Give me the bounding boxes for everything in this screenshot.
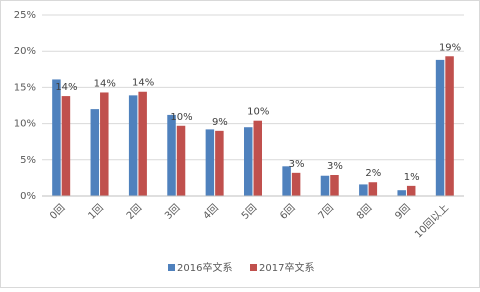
data-label: 19% <box>439 42 461 53</box>
bar <box>90 109 100 196</box>
bar <box>215 130 224 196</box>
bar <box>359 184 368 196</box>
data-label: 14% <box>55 82 77 93</box>
bar <box>282 166 291 196</box>
data-label: 1% <box>404 172 420 183</box>
bar <box>368 182 378 196</box>
bar <box>397 190 406 196</box>
data-label: 2% <box>365 168 381 179</box>
bar <box>320 175 330 196</box>
y-tick-label: 10% <box>14 119 36 130</box>
bar <box>205 129 215 196</box>
bar <box>291 172 301 196</box>
bar <box>244 127 253 196</box>
bar <box>61 96 71 196</box>
y-tick-label: 20% <box>14 46 36 57</box>
bar <box>435 59 445 196</box>
bar <box>167 114 176 196</box>
legend-swatch <box>250 264 257 271</box>
bar <box>128 95 138 196</box>
legend-label: 2016卒文系 <box>177 261 232 274</box>
bar <box>52 79 61 196</box>
y-tick-label: 0% <box>20 191 36 202</box>
bar <box>406 185 416 196</box>
y-tick-label: 5% <box>20 155 36 166</box>
bar <box>330 175 339 196</box>
data-label: 14% <box>132 78 154 89</box>
bar <box>176 125 186 196</box>
data-label: 10% <box>170 112 192 123</box>
y-tick-label: 15% <box>14 82 36 93</box>
data-label: 10% <box>247 107 269 118</box>
data-label: 3% <box>327 161 343 172</box>
legend-swatch <box>168 264 175 271</box>
bar <box>445 56 454 196</box>
bar <box>138 91 147 196</box>
data-label: 3% <box>289 159 305 170</box>
data-label: 9% <box>212 117 228 128</box>
bar <box>100 92 109 196</box>
y-tick-label: 25% <box>14 10 36 21</box>
bar <box>253 120 262 196</box>
data-label: 14% <box>94 78 116 89</box>
legend-label: 2017卒文系 <box>259 261 314 274</box>
